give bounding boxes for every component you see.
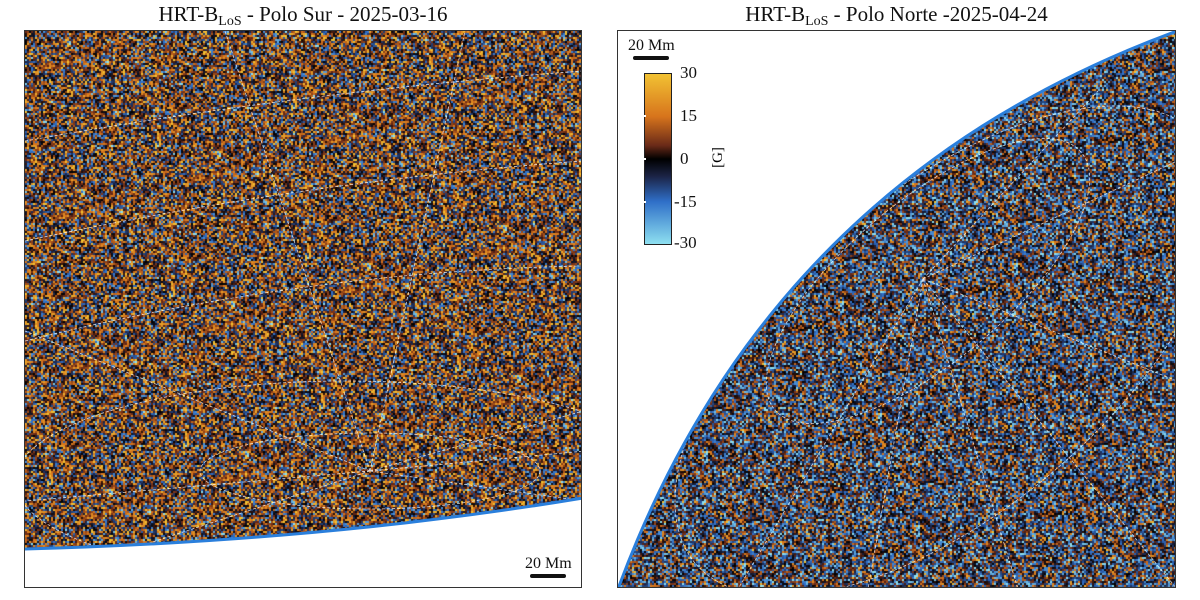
- colorbar-tick: 30: [680, 63, 697, 82]
- coordinate-grid: [618, 31, 1175, 587]
- north-pole-magnetogram: 20 Mm 30 15 0 -15 -30 [G]: [617, 30, 1176, 588]
- colorbar-tick: 15: [680, 106, 697, 125]
- colorbar-tick: 0: [680, 149, 689, 168]
- south-pole-magnetogram: 20 Mm: [24, 30, 582, 588]
- left-panel-title: HRT-BLoS - Polo Sur - 2025-03-16: [158, 2, 448, 29]
- colorbar-tick: -15: [674, 192, 697, 211]
- coordinate-grid: [25, 31, 581, 587]
- colorbar-tick: -30: [674, 233, 697, 252]
- scale-bar: 20 Mm: [525, 555, 572, 578]
- colorbar-gradient: [644, 73, 672, 245]
- right-panel-title: HRT-BLoS - Polo Norte -2025-04-24: [745, 2, 1048, 29]
- magnetogram-image: [25, 31, 581, 587]
- scale-bar: 20 Mm: [628, 37, 675, 60]
- colorbar-unit: [G]: [709, 147, 726, 168]
